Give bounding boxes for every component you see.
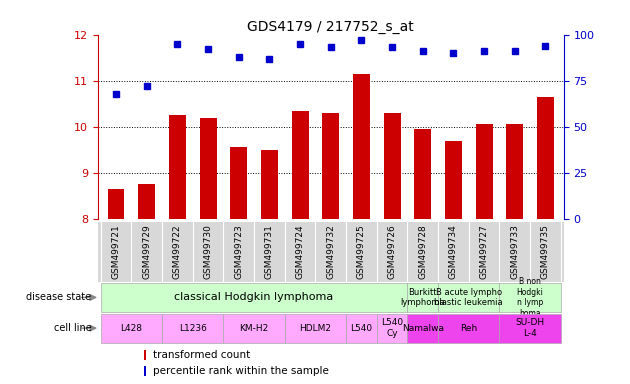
Bar <box>108 189 125 219</box>
Text: L428: L428 <box>120 324 142 333</box>
Text: disease state: disease state <box>26 292 91 303</box>
Bar <box>231 147 247 219</box>
Text: Reh: Reh <box>460 324 478 333</box>
Bar <box>500 314 561 343</box>
Bar <box>507 124 523 219</box>
Title: GDS4179 / 217752_s_at: GDS4179 / 217752_s_at <box>248 20 414 33</box>
Text: GSM499734: GSM499734 <box>449 225 458 279</box>
Text: Burkitt
lymphoma: Burkitt lymphoma <box>401 288 445 307</box>
Text: GSM499729: GSM499729 <box>142 225 151 279</box>
Text: GSM499730: GSM499730 <box>203 225 212 280</box>
Bar <box>285 314 346 343</box>
Bar <box>292 111 309 219</box>
Text: GSM499721: GSM499721 <box>112 225 120 279</box>
Bar <box>415 129 431 219</box>
Bar <box>384 113 401 219</box>
Text: GSM499728: GSM499728 <box>418 225 427 279</box>
Text: GSM499726: GSM499726 <box>387 225 397 279</box>
Bar <box>408 314 438 343</box>
Text: B non
Hodgki
n lymp
homa: B non Hodgki n lymp homa <box>517 277 544 318</box>
Text: cell line: cell line <box>54 323 91 333</box>
Text: HDLM2: HDLM2 <box>299 324 331 333</box>
Text: GSM499723: GSM499723 <box>234 225 243 279</box>
Bar <box>162 314 224 343</box>
Text: classical Hodgkin lymphoma: classical Hodgkin lymphoma <box>175 292 334 303</box>
Text: percentile rank within the sample: percentile rank within the sample <box>152 366 328 376</box>
Bar <box>144 350 146 360</box>
Bar <box>261 150 278 219</box>
Bar <box>101 314 162 343</box>
Text: Namalwa: Namalwa <box>402 324 444 333</box>
Bar <box>377 314 408 343</box>
Bar <box>144 366 146 376</box>
Bar <box>476 124 493 219</box>
Bar <box>537 97 554 219</box>
Text: GSM499722: GSM499722 <box>173 225 182 279</box>
Text: GSM499724: GSM499724 <box>295 225 304 279</box>
Bar <box>346 314 377 343</box>
Text: SU-DH
L-4: SU-DH L-4 <box>515 318 545 338</box>
Bar <box>353 74 370 219</box>
Text: GSM499725: GSM499725 <box>357 225 366 279</box>
Bar <box>101 283 408 312</box>
Text: GSM499732: GSM499732 <box>326 225 335 279</box>
Text: GSM499733: GSM499733 <box>510 225 519 280</box>
Bar <box>323 113 339 219</box>
Text: GSM499735: GSM499735 <box>541 225 550 280</box>
Bar <box>445 141 462 219</box>
Bar <box>438 283 500 312</box>
Bar <box>169 115 186 219</box>
Text: B acute lympho
blastic leukemia: B acute lympho blastic leukemia <box>435 288 503 307</box>
Text: transformed count: transformed count <box>152 350 249 360</box>
Text: GSM499731: GSM499731 <box>265 225 274 280</box>
Bar <box>224 314 285 343</box>
Bar <box>438 314 500 343</box>
Text: KM-H2: KM-H2 <box>239 324 269 333</box>
Bar <box>200 118 217 219</box>
Text: L540: L540 <box>350 324 372 333</box>
Text: L1236: L1236 <box>179 324 207 333</box>
Bar <box>500 283 561 312</box>
Bar <box>139 184 155 219</box>
Text: L540
Cy: L540 Cy <box>381 318 403 338</box>
Bar <box>408 283 438 312</box>
Text: GSM499727: GSM499727 <box>479 225 489 279</box>
